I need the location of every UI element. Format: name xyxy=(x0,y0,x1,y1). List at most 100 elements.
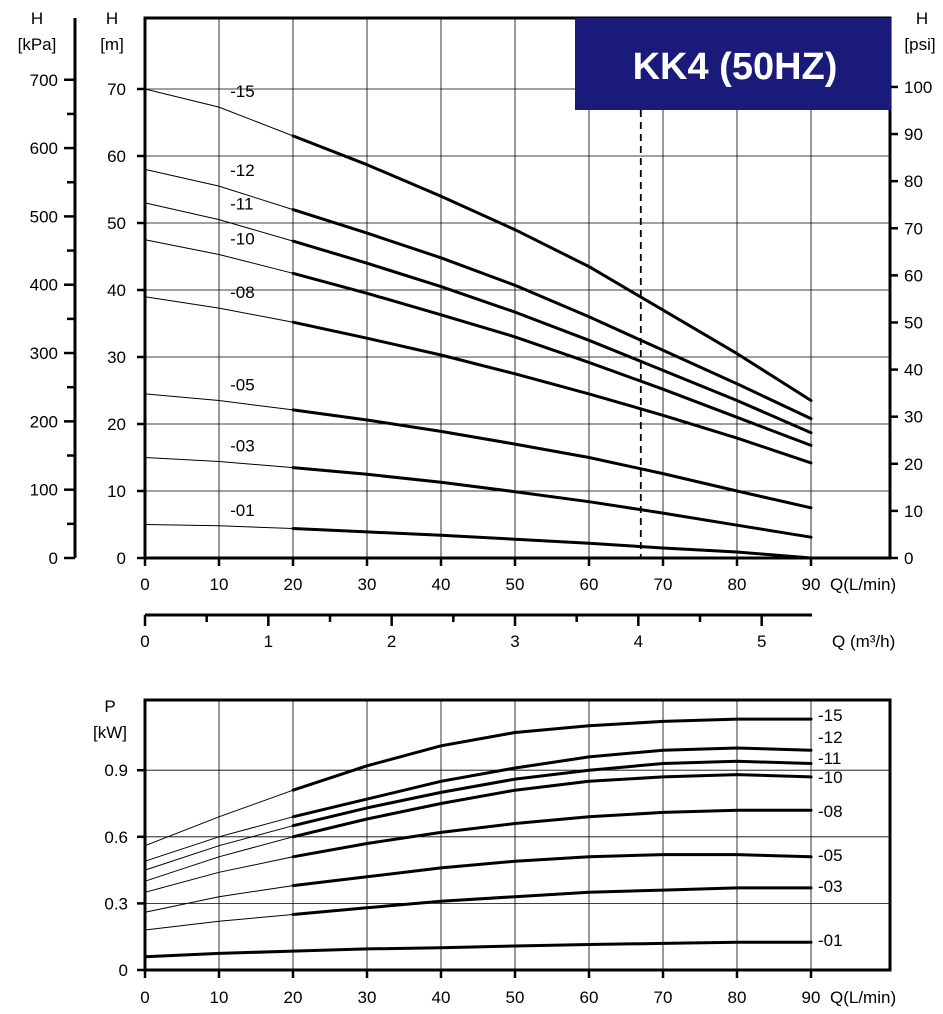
power-curve-m15-thin xyxy=(144,789,294,847)
head-curve-m08-thin xyxy=(144,296,294,323)
power-axis-title: P xyxy=(104,697,115,716)
head-x-tick-label: 60 xyxy=(580,575,599,594)
head-curve-m10 xyxy=(291,271,813,447)
power-curve-label: -08 xyxy=(818,802,843,821)
kpa-axis-tick-label: 200 xyxy=(30,412,58,431)
head-chart-frame xyxy=(143,16,892,560)
head-x-tick-label: 40 xyxy=(432,575,451,594)
m3h-axis-title: Q (m³/h) xyxy=(832,632,895,651)
power-x-tick-label: 90 xyxy=(802,988,821,1007)
head-curve-label: -15 xyxy=(230,82,255,101)
psi-axis-tick-label: 80 xyxy=(904,172,923,191)
power-y-tick-label: 0.9 xyxy=(104,761,128,780)
psi-axis-tick-label: 40 xyxy=(904,361,923,380)
m3h-axis-tick-label: 1 xyxy=(264,632,273,651)
kpa-axis-unit: [kPa] xyxy=(18,35,57,54)
m3h-axis: 0 1 2 3 4 5 xyxy=(140,615,766,651)
power-curve-m11-thin xyxy=(144,825,294,871)
head-curve-m01-thin xyxy=(144,524,294,529)
m-axis-title: H xyxy=(106,9,118,28)
m-axis-tick-label: 10 xyxy=(107,482,126,501)
head-curve-m01 xyxy=(291,527,813,560)
power-curve-m03-thin xyxy=(144,914,294,931)
psi-axis-tick-label: 30 xyxy=(904,408,923,427)
m-axis: 0 10 20 30 40 50 60 70 xyxy=(107,80,145,568)
model-badge-text: KK4 (50HZ) xyxy=(633,46,838,88)
head-curve-m15 xyxy=(291,134,813,402)
m3h-axis-tick-label: 5 xyxy=(757,632,766,651)
kpa-axis-tick-label: 100 xyxy=(30,481,58,500)
head-curve-label: -05 xyxy=(230,376,255,395)
head-curve-label: -10 xyxy=(230,229,255,248)
head-curve-m12-thin xyxy=(144,168,294,211)
kpa-axis-tick-label: 0 xyxy=(49,549,58,568)
psi-axis-tick-label: 20 xyxy=(904,455,923,474)
power-x-tick-label: 70 xyxy=(654,988,673,1007)
m3h-axis-tick-label: 2 xyxy=(387,632,396,651)
m-axis-tick-label: 60 xyxy=(107,147,126,166)
power-y-axis: 0 0.3 0.6 0.9 xyxy=(104,761,145,980)
head-curve-m11 xyxy=(291,239,813,435)
psi-axis-tick-label: 0 xyxy=(904,549,913,568)
kpa-axis-tick-label: 600 xyxy=(30,139,58,158)
m-axis-tick-label: 30 xyxy=(107,348,126,367)
head-x-axis-title: Q(L/min) xyxy=(830,575,896,594)
head-x-tick-label: 70 xyxy=(654,575,673,594)
head-curve-label: -08 xyxy=(230,283,255,302)
head-x-tick-label: 50 xyxy=(506,575,525,594)
head-curve-m11-thin xyxy=(144,202,294,242)
head-curve-m08 xyxy=(291,320,813,465)
power-y-tick-label: 0.6 xyxy=(104,828,128,847)
kpa-axis: 0 100 200 300 400 500 600 700 xyxy=(30,71,75,568)
power-curve-m12 xyxy=(291,746,813,819)
power-x-tick-label: 40 xyxy=(432,988,451,1007)
kpa-axis-tick-label: 700 xyxy=(30,71,58,90)
power-x-tick-label: 10 xyxy=(210,988,229,1007)
power-curve-m08-thin xyxy=(144,856,294,893)
power-curve-m12-thin xyxy=(144,816,294,862)
power-curve-label: -05 xyxy=(818,846,843,865)
m-axis-tick-label: 20 xyxy=(107,415,126,434)
power-x-tick-label: 0 xyxy=(140,988,149,1007)
head-x-tick-label: 20 xyxy=(284,575,303,594)
power-curve-label: -11 xyxy=(818,749,841,768)
head-x-tick-label: 0 xyxy=(140,575,149,594)
m-axis-tick-label: 0 xyxy=(117,549,126,568)
power-curve-label: -03 xyxy=(818,877,843,896)
m-axis-tick-label: 40 xyxy=(107,281,126,300)
kpa-axis-tick-label: 400 xyxy=(30,276,58,295)
head-curve-m03 xyxy=(291,466,813,539)
head-curve-label: -12 xyxy=(230,161,255,180)
power-x-tick-label: 80 xyxy=(728,988,747,1007)
power-x-tick-label: 20 xyxy=(284,988,303,1007)
kpa-axis-tick-label: 300 xyxy=(30,344,58,363)
power-x-axis-title: Q(L/min) xyxy=(830,988,896,1007)
psi-axis-title: H xyxy=(916,9,928,28)
head-chart-curves: -15 -12 -11 -10 -08 -05 -03 -01 xyxy=(144,82,813,560)
power-curve-m11 xyxy=(291,759,813,828)
head-curve-m05-thin xyxy=(144,393,294,411)
head-x-tick-label: 80 xyxy=(728,575,747,594)
psi-axis-tick-label: 60 xyxy=(904,266,923,285)
kpa-axis-tick-label: 500 xyxy=(30,207,58,226)
power-chart-curves: -15 -12 -11-10 -08 -05 -03 -01 xyxy=(143,706,843,959)
head-curve-m03-thin xyxy=(144,457,294,469)
power-x-tick-label: 50 xyxy=(506,988,525,1007)
power-curve-m01 xyxy=(143,940,813,959)
head-x-tick-label: 30 xyxy=(358,575,377,594)
psi-axis-tick-label: 10 xyxy=(904,502,923,521)
power-curve-label: -01 xyxy=(818,931,843,950)
power-x-tick-label: 30 xyxy=(358,988,377,1007)
head-curve-m12 xyxy=(291,208,813,421)
psi-axis-tick-label: 70 xyxy=(904,219,923,238)
power-curve-label: -10 xyxy=(818,768,843,787)
kpa-axis-title: H xyxy=(31,9,43,28)
head-curve-label: -11 xyxy=(230,195,253,214)
m3h-axis-tick-label: 4 xyxy=(634,632,643,651)
head-x-axis: 0 10 20 30 40 50 60 70 80 90 Q(L/min) xyxy=(140,558,896,594)
psi-axis-tick-label: 100 xyxy=(904,78,932,97)
power-x-tick-label: 60 xyxy=(580,988,599,1007)
psi-axis-tick-label: 50 xyxy=(904,313,923,332)
power-curve-m08 xyxy=(291,808,813,859)
head-x-tick-label: 10 xyxy=(210,575,229,594)
